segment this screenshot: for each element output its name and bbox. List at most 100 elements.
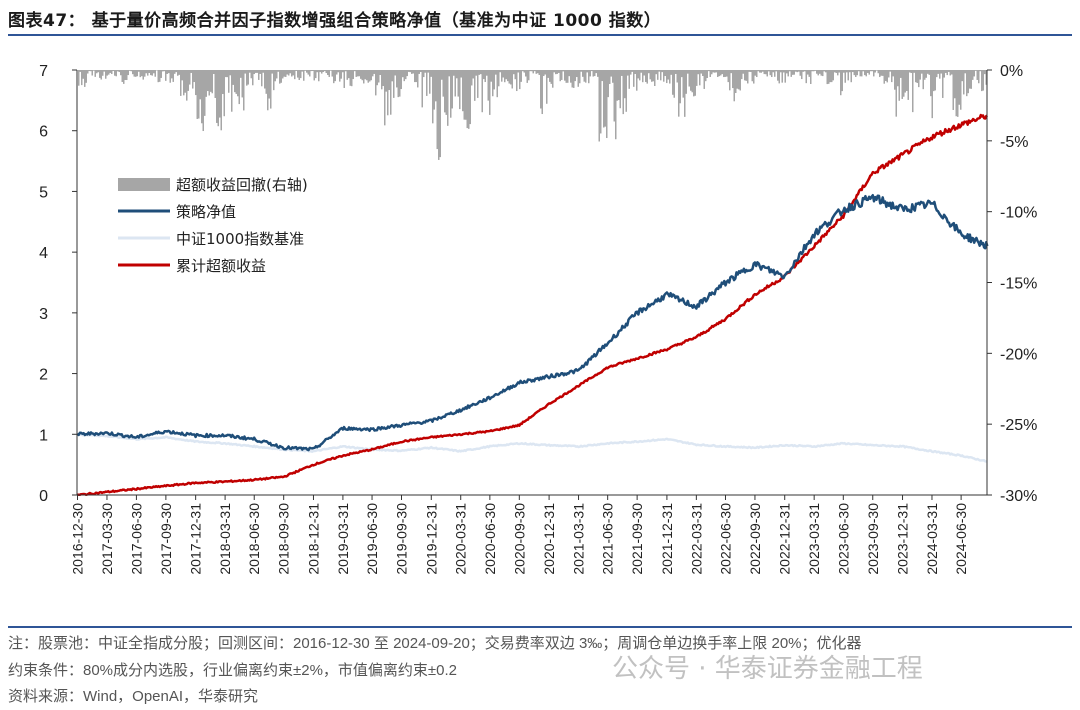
drawdown-bar — [412, 70, 414, 74]
drawdown-bar — [114, 70, 116, 76]
x-tick-label: 2023-12-31 — [895, 503, 911, 575]
drawdown-bar — [639, 70, 641, 81]
drawdown-bar — [145, 70, 147, 74]
drawdown-bar — [511, 70, 513, 89]
drawdown-bar — [823, 70, 825, 72]
drawdown-bar — [408, 70, 410, 72]
footer-divider — [8, 626, 1072, 628]
drawdown-bar — [790, 70, 792, 77]
drawdown-bar — [946, 70, 948, 76]
drawdown-bar — [678, 70, 680, 117]
drawdown-bar — [831, 70, 833, 83]
drawdown-bar — [592, 70, 594, 77]
x-tick-label: 2022-09-30 — [747, 503, 763, 575]
drawdown-bar — [655, 70, 657, 75]
drawdown-bar — [513, 70, 515, 75]
drawdown-bar — [663, 70, 665, 82]
drawdown-bar — [522, 70, 524, 72]
drawdown-bar — [474, 70, 476, 101]
drawdown-bar — [405, 70, 407, 80]
drawdown-bar — [436, 70, 438, 150]
drawdown-bar — [708, 70, 710, 72]
drawdown-bar — [469, 70, 471, 125]
drawdown-bar — [883, 70, 885, 84]
drawdown-bar — [804, 70, 806, 72]
drawdown-bar — [483, 70, 485, 80]
drawdown-bar — [981, 70, 983, 92]
drawdown-bar — [139, 70, 141, 78]
drawdown-bar — [501, 70, 503, 82]
drawdown-bar — [198, 70, 200, 119]
y-left-tick-label: 2 — [39, 367, 48, 384]
drawdown-bar — [784, 70, 786, 83]
drawdown-bar — [568, 70, 570, 77]
drawdown-bar — [88, 70, 90, 72]
drawdown-bar — [277, 70, 279, 72]
drawdown-bar — [204, 70, 206, 116]
drawdown-bar — [664, 70, 666, 77]
drawdown-bar — [451, 70, 453, 109]
drawdown-bar — [805, 70, 807, 84]
drawdown-bar — [247, 70, 249, 85]
drawdown-bar — [603, 70, 605, 128]
drawdown-bar — [165, 70, 167, 81]
drawdown-bar — [273, 70, 275, 91]
drawdown-bar — [370, 70, 372, 81]
drawdown-bar — [702, 70, 704, 76]
drawdown-bar — [369, 70, 371, 82]
drawdown-bar — [969, 70, 971, 89]
drawdown-bar — [298, 70, 300, 81]
drawdown-bar — [441, 70, 443, 80]
drawdown-bar — [565, 70, 567, 83]
drawdown-bar — [898, 70, 900, 101]
drawdown-bar — [834, 70, 836, 73]
drawdown-bar — [859, 70, 861, 77]
drawdown-bar — [657, 70, 659, 80]
drawdown-bar — [234, 70, 236, 93]
drawdown-bar — [426, 70, 428, 96]
drawdown-bar — [937, 70, 939, 74]
drawdown-bar — [604, 70, 606, 127]
drawdown-bar — [597, 70, 599, 77]
drawdown-bar — [169, 70, 171, 83]
drawdown-bar — [306, 70, 308, 73]
drawdown-bar — [96, 70, 98, 74]
drawdown-bar — [235, 70, 237, 94]
drawdown-bar — [600, 70, 602, 134]
drawdown-bar — [675, 70, 677, 74]
drawdown-bar — [936, 70, 938, 78]
drawdown-bar — [696, 70, 698, 86]
x-tick-label: 2019-06-30 — [364, 503, 380, 575]
drawdown-bar — [673, 70, 675, 98]
x-tick-label: 2018-12-31 — [305, 503, 321, 575]
drawdown-bar — [918, 70, 920, 88]
series-line-2 — [77, 432, 988, 463]
drawdown-bar — [352, 70, 354, 80]
y-right-tick-label: -20% — [1000, 346, 1037, 363]
drawdown-bar — [360, 70, 362, 79]
drawdown-bar — [640, 70, 642, 73]
drawdown-bar — [192, 70, 194, 89]
drawdown-bar — [244, 70, 246, 74]
drawdown-bar — [706, 70, 708, 79]
drawdown-bar — [771, 70, 773, 78]
drawdown-bar — [333, 70, 335, 84]
drawdown-bar — [535, 70, 537, 74]
drawdown-bar — [711, 70, 713, 75]
drawdown-bar — [571, 70, 573, 88]
x-tick-label: 2021-03-31 — [571, 503, 587, 575]
drawdown-bar — [855, 70, 857, 77]
legend: 超额收益回撤(右轴) 策略净值 中证1000指数基准 累计超额收益 — [118, 176, 308, 275]
drawdown-bar — [862, 70, 864, 72]
drawdown-bar — [979, 70, 981, 72]
drawdown-bar — [490, 70, 492, 82]
drawdown-bar — [759, 70, 761, 73]
drawdown-bar — [250, 70, 252, 79]
drawdown-bar — [549, 70, 551, 82]
drawdown-bar — [175, 70, 177, 73]
drawdown-bar — [835, 70, 837, 73]
drawdown-bar — [183, 70, 185, 96]
drawdown-bar — [435, 70, 437, 102]
drawdown-bar — [508, 70, 510, 84]
legend-label-strategy: 策略净值 — [176, 203, 236, 221]
